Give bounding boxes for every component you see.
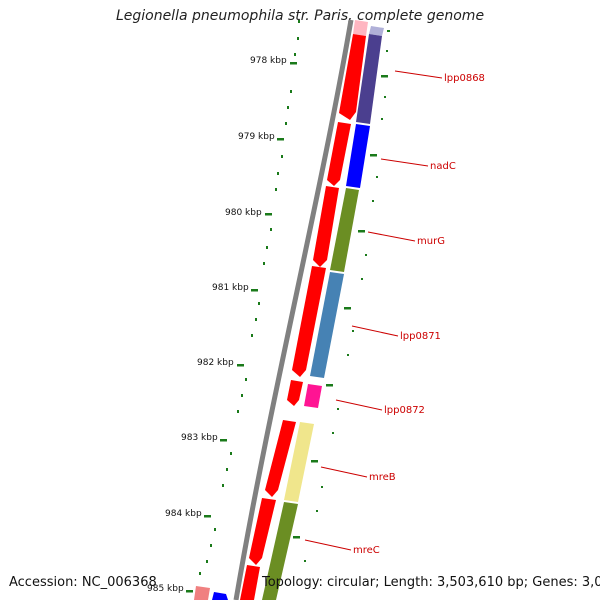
cds-arrow — [240, 565, 260, 600]
kbp-ticks — [186, 62, 297, 593]
gene-murG-block — [330, 188, 359, 272]
scale-dots — [199, 20, 300, 575]
cds-arrow — [265, 420, 296, 497]
kbp-label-984: 984 kbp — [165, 509, 202, 519]
kbp-label-983: 983 kbp — [181, 433, 218, 443]
cds-track — [240, 34, 366, 600]
gene-mreC-block — [262, 502, 298, 600]
gene-track — [262, 34, 382, 600]
kbp-label-985: 985 kbp — [147, 584, 184, 594]
genome-backbone — [233, 19, 354, 600]
gene-lpp0872-block — [304, 384, 322, 408]
gene-label-lpp0872[interactable]: lpp0872 — [384, 405, 425, 416]
cds-arrow — [327, 122, 351, 186]
kbp-label-980: 980 kbp — [225, 208, 262, 218]
cds-arrow — [287, 380, 303, 406]
gene-lpp0868-block — [356, 34, 382, 124]
gene-lpp0871-block — [310, 272, 344, 378]
right-ticks — [293, 30, 390, 562]
gene-leaders — [304, 70, 443, 551]
kbp-label-982: 982 kbp — [197, 358, 234, 368]
cds-fragment-top — [353, 20, 368, 36]
gene-label-lpp0871[interactable]: lpp0871 — [400, 331, 441, 342]
kbp-label-981: 981 kbp — [212, 283, 249, 293]
map-title: Legionella pneumophila str. Paris, compl… — [115, 8, 485, 24]
gene-label-lpp0868[interactable]: lpp0868 — [444, 73, 485, 84]
genome-summary: Topology: circular; Length: 3,503,610 bp… — [262, 575, 600, 590]
cds-arrow — [313, 186, 339, 267]
cds-arrow — [249, 498, 276, 565]
gene-label-mreB[interactable]: mreB — [369, 472, 396, 483]
gene-label-nadC[interactable]: nadC — [430, 161, 456, 172]
gene-mreB-block — [284, 422, 314, 502]
gene-label-murG[interactable]: murG — [417, 236, 445, 247]
gene-nadC-block — [346, 124, 370, 188]
cds-arrow — [339, 34, 366, 120]
cds-arrow — [292, 266, 326, 377]
kbp-label-979: 979 kbp — [238, 132, 275, 142]
kbp-label-978: 978 kbp — [250, 56, 287, 66]
accession-text: Accession: NC_006368 — [9, 575, 157, 590]
gene-label-mreC[interactable]: mreC — [353, 545, 380, 556]
gene-fragment-bottom — [212, 592, 228, 600]
gene-fragment-top — [369, 26, 384, 36]
cds-fragment-bottom — [194, 586, 210, 600]
